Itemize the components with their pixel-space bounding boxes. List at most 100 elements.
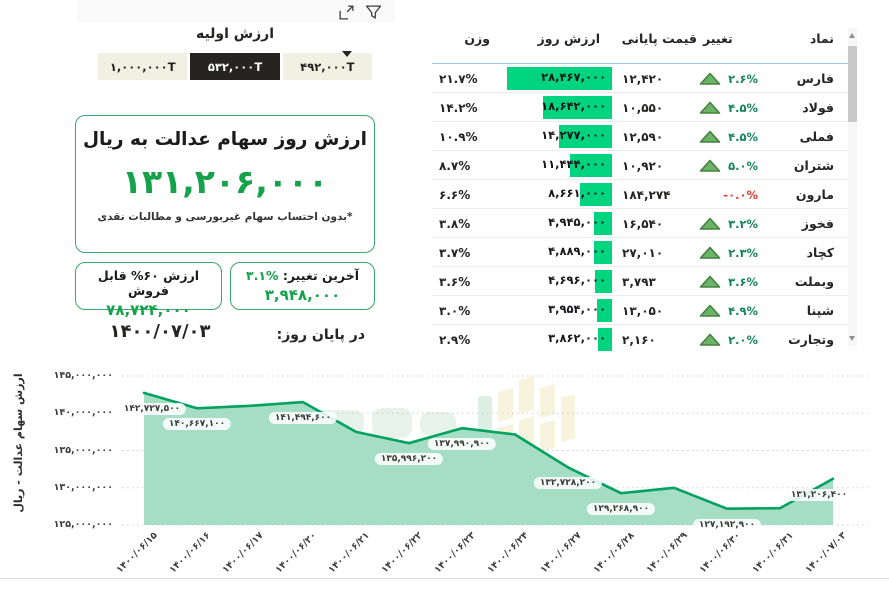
table-row[interactable]: شتران ۵.۰% ۱۰,۹۲۰ ۱۱,۴۴۴,۰۰۰ ۸.۷% — [432, 151, 848, 180]
slicer-option-label: ۵۳۲,۰۰۰T — [207, 59, 263, 74]
eod-label: در پایان روز: — [276, 327, 365, 343]
card-title: ارزش روز سهام عدالت به ریال — [82, 129, 368, 150]
day-value-cell: ۱۱,۴۴۴,۰۰۰ — [492, 151, 614, 180]
table-row[interactable]: شپنا ۴.۹% ۱۳,۰۵۰ ۳,۹۵۴,۰۰۰ ۳.۰% — [432, 296, 848, 325]
scroll-up-arrow-icon[interactable] — [849, 33, 855, 38]
last-change-label: آخرین تغییر: — [282, 268, 359, 283]
close-price-cell: ۱۸۴,۲۷۴ — [622, 187, 671, 202]
slicer-option-0[interactable]: ۴۹۲,۰۰۰T — [282, 53, 372, 80]
area-series — [144, 392, 833, 525]
weight-cell: ۶.۶% — [439, 187, 471, 202]
change-percent: ۴.۵% — [728, 129, 758, 144]
day-value-text: ۳,۹۵۴,۰۰۰ — [548, 302, 606, 316]
close-price-cell: ۱۳,۰۵۰ — [622, 303, 664, 318]
weight-cell: ۲۱.۷% — [439, 71, 478, 86]
col-header-change[interactable]: تغییر — [703, 31, 733, 46]
weight-cell: ۱۴.۲% — [439, 100, 478, 115]
day-value-text: ۴,۶۹۶,۰۰۰ — [548, 273, 606, 287]
sort-descending-icon[interactable] — [342, 51, 352, 57]
table-row[interactable]: فولاد ۴.۵% ۱۰,۵۵۰ ۱۸,۶۴۲,۰۰۰ ۱۴.۲% — [432, 93, 848, 122]
visual-header-icons — [338, 4, 382, 21]
last-change-percent: ۳.۱% — [246, 268, 279, 283]
value-data-bar — [594, 241, 612, 264]
day-value-text: ۳,۸۶۲,۰۰۰ — [548, 331, 606, 345]
day-value-cell: ۱۴,۲۷۷,۰۰۰ — [492, 122, 614, 151]
day-value-text: ۴,۸۸۹,۰۰۰ — [548, 244, 606, 258]
change-cell: ۲.۳% — [697, 246, 762, 260]
symbol-cell: شتران — [793, 158, 834, 173]
y-axis-title: ارزش سهام عدالت - ریال — [12, 373, 25, 513]
close-price-cell: ۲۷,۰۱۰ — [622, 245, 664, 260]
change-cell: -۰.۰% — [697, 188, 762, 202]
last-change-value: ۳,۹۴۸,۰۰۰ — [264, 286, 341, 304]
focus-mode-icon[interactable] — [338, 4, 355, 21]
line-series — [142, 391, 835, 510]
table-row[interactable]: فملی ۴.۵% ۱۲,۵۹۰ ۱۴,۲۷۷,۰۰۰ ۱۰.۹% — [432, 122, 848, 151]
table-scrollbar[interactable] — [848, 28, 857, 346]
last-change-card: آخرین تغییر: ۳.۱% ۳,۹۴۸,۰۰۰ — [230, 262, 375, 310]
change-cell: ۴.۵% — [697, 101, 762, 115]
table-header: نماد تغییر قیمت پایانی ارزش روز وزن — [432, 26, 848, 63]
initial-value-slicer: ۴۹۲,۰۰۰T ۵۳۲,۰۰۰T ۱,۰۰۰,۰۰۰T — [98, 53, 372, 80]
y-axis-tick: ۱۴۵,۰۰۰,۰۰۰ — [53, 370, 113, 381]
symbol-cell: فولاد — [802, 100, 834, 115]
scrollbar-thumb[interactable] — [848, 46, 857, 122]
table-row[interactable]: وبملت ۳.۶% ۳,۷۹۳ ۴,۶۹۶,۰۰۰ ۳.۶% — [432, 267, 848, 296]
chart-canvas — [122, 375, 868, 526]
col-header-weight[interactable]: وزن — [464, 31, 490, 46]
data-label: ۱۳۷,۹۹۰,۹۰۰ — [427, 438, 497, 451]
day-value-cell: ۳,۹۵۴,۰۰۰ — [492, 296, 614, 325]
change-cell: ۴.۹% — [697, 304, 762, 318]
value-data-bar — [597, 299, 612, 322]
up-triangle-icon — [699, 159, 721, 172]
change-percent: ۲.۳% — [728, 245, 758, 260]
filter-icon[interactable] — [365, 4, 382, 21]
day-value-cell: ۴,۶۹۶,۰۰۰ — [492, 267, 614, 296]
slicer-option-2[interactable]: ۱,۰۰۰,۰۰۰T — [98, 53, 188, 80]
sellable-value: ۷۸,۷۲۴,۰۰۰ — [106, 301, 191, 319]
weight-cell: ۲.۹% — [439, 332, 471, 347]
value-data-bar — [580, 183, 612, 206]
col-header-day-value[interactable]: ارزش روز — [537, 31, 600, 46]
value-data-bar — [593, 212, 612, 235]
table-row[interactable]: فارس ۲.۶% ۱۲,۴۲۰ ۲۸,۴۶۷,۰۰۰ ۲۱.۷% — [432, 64, 848, 93]
slicer-option-1[interactable]: ۵۳۲,۰۰۰T — [190, 53, 280, 80]
change-cell: ۳.۶% — [697, 275, 762, 289]
weight-cell: ۱۰.۹% — [439, 129, 478, 144]
table-row[interactable]: فخوز ۳.۲% ۱۶,۵۴۰ ۴,۹۴۵,۰۰۰ ۳.۸% — [432, 209, 848, 238]
weight-cell: ۳.۰% — [439, 303, 471, 318]
sellable-title: ارزش ۶۰% قابل فروش — [97, 268, 200, 298]
weight-cell: ۳.۷% — [439, 245, 471, 260]
equity-value-area-chart: ارزش سهام عدالت - ریال ۱۲۵,۰۰۰,۰۰۰ ۱۳۰,۰۰… — [0, 368, 889, 590]
change-percent: ۵.۰% — [728, 158, 758, 173]
table-row[interactable]: وتجارت ۲.۰% ۲,۱۶۰ ۳,۸۶۲,۰۰۰ ۲.۹% — [432, 325, 848, 354]
change-percent: ۲.۶% — [728, 71, 758, 86]
y-axis-tick: ۱۳۵,۰۰۰,۰۰۰ — [53, 444, 113, 456]
up-triangle-icon — [699, 304, 721, 317]
scroll-down-arrow-icon[interactable] — [849, 336, 855, 341]
change-percent: ۳.۲% — [728, 216, 758, 231]
table-row[interactable]: کچاد ۲.۳% ۲۷,۰۱۰ ۴,۸۸۹,۰۰۰ ۳.۷% — [432, 238, 848, 267]
day-value-text: ۴,۹۴۵,۰۰۰ — [548, 215, 606, 229]
symbol-cell: وبملت — [794, 274, 834, 289]
symbol-cell: کچاد — [806, 245, 834, 260]
up-triangle-icon — [699, 101, 721, 114]
value-data-bar — [569, 154, 612, 177]
day-value-text: ۱۸,۶۴۲,۰۰۰ — [541, 99, 606, 113]
table-row[interactable]: مارون -۰.۰% ۱۸۴,۲۷۴ ۸,۶۶۱,۰۰۰ ۶.۶% — [432, 180, 848, 209]
up-triangle-icon — [699, 275, 721, 288]
data-label: ۱۲۹,۲۶۸,۹۰۰ — [586, 503, 656, 516]
day-value-cell: ۴,۸۸۹,۰۰۰ — [492, 238, 614, 267]
slicer-title: ارزش اولیه — [195, 26, 275, 42]
close-price-cell: ۱۶,۵۴۰ — [622, 216, 664, 231]
eod-date: ۱۴۰۰/۰۷/۰۳ — [109, 321, 211, 342]
col-header-close[interactable]: قیمت پایانی — [621, 31, 697, 46]
data-label: ۱۲۷,۱۹۲,۹۰۰ — [692, 518, 762, 531]
col-header-symbol[interactable]: نماد — [809, 31, 834, 46]
card-value: ۱۳۱,۲۰۶,۰۰۰ — [121, 162, 329, 201]
change-cell: ۴.۵% — [697, 130, 762, 144]
close-price-cell: ۱۰,۵۵۰ — [622, 100, 664, 115]
change-cell: ۲.۰% — [697, 333, 762, 347]
change-percent: ۳.۶% — [728, 274, 758, 289]
day-value-cell: ۴,۹۴۵,۰۰۰ — [492, 209, 614, 238]
